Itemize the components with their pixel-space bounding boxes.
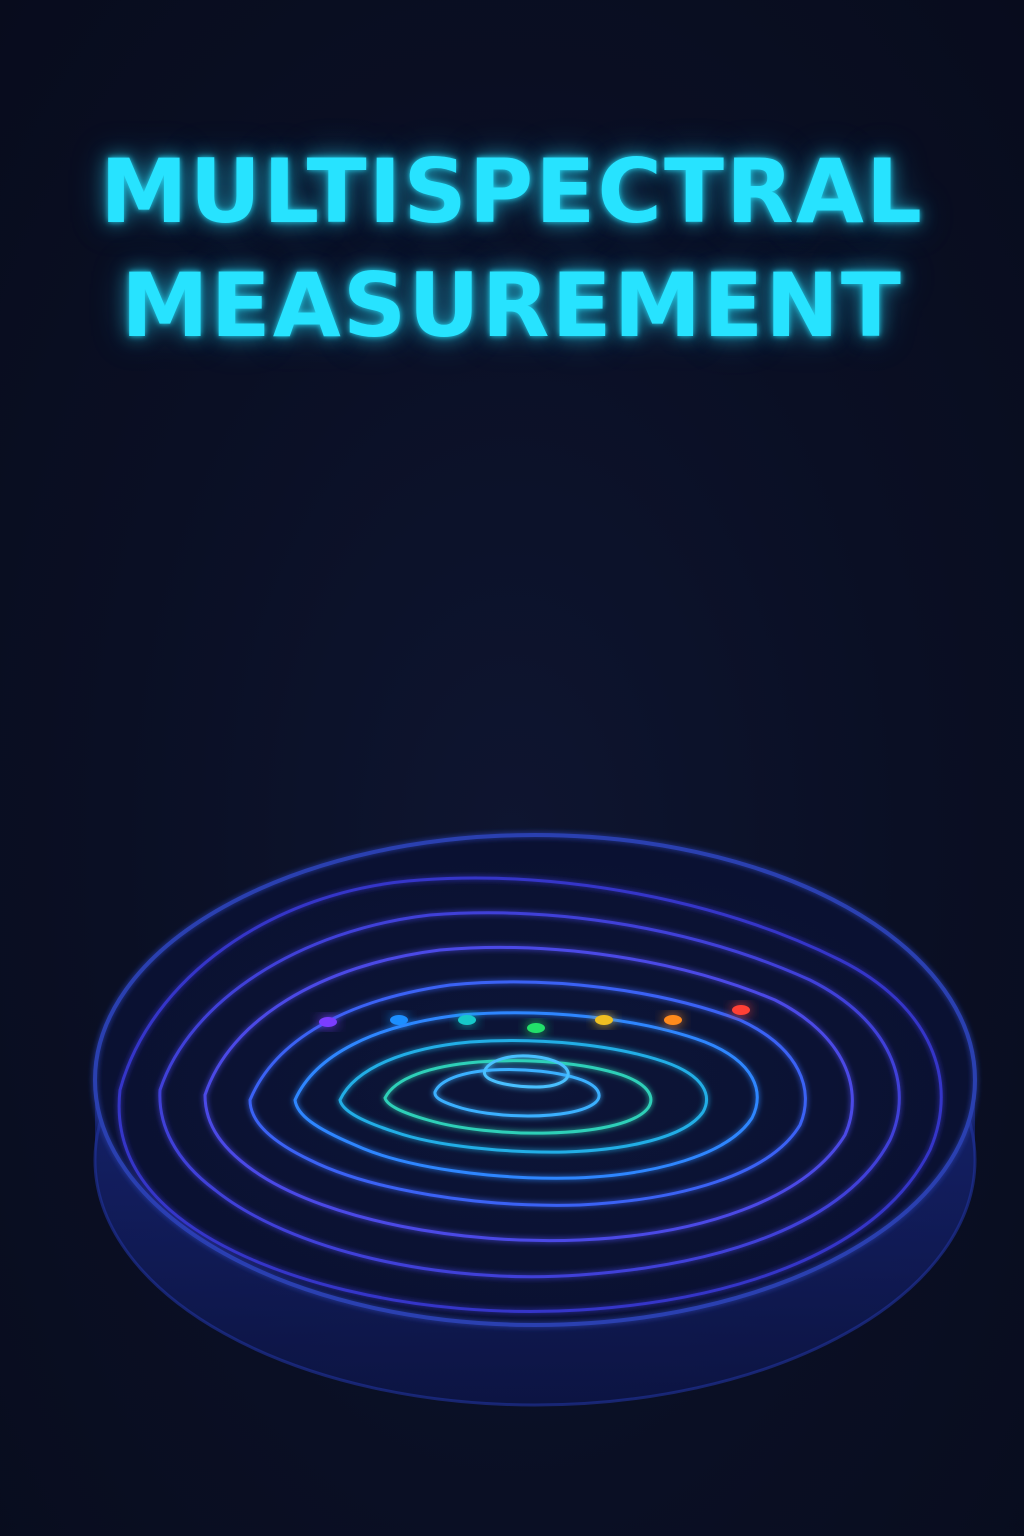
- beam-impact-spot: [319, 1017, 337, 1027]
- orange-beam: [664, 365, 682, 1025]
- yellow-beam: [595, 365, 613, 1025]
- beam-impact-spot: [595, 1015, 613, 1025]
- spectral-beams: [319, 365, 750, 1033]
- red-beam: [732, 365, 750, 1015]
- disk-side: [95, 1080, 975, 1405]
- title-line-2: MEASUREMENT: [121, 254, 903, 357]
- contour-line: [482, 1054, 570, 1089]
- beam-impact-spot: [390, 1015, 408, 1025]
- beam-impact-spot: [732, 1005, 750, 1015]
- title-line-1: MULTISPECTRAL: [100, 140, 924, 243]
- blue-beam: [390, 365, 408, 1025]
- beam-impact-spot: [527, 1023, 545, 1033]
- contour-line: [158, 911, 901, 1279]
- contour-line: [248, 980, 807, 1207]
- contour-line: [203, 945, 854, 1243]
- teal-beam: [458, 365, 476, 1025]
- beam-impact-spot: [664, 1015, 682, 1025]
- beam-impact-spot: [458, 1015, 476, 1025]
- violet-beam: [319, 365, 337, 1027]
- contour-line: [383, 1059, 653, 1135]
- contour-line: [338, 1039, 708, 1154]
- contour-line: [433, 1068, 601, 1118]
- contour-line: [293, 1011, 759, 1180]
- green-beam: [527, 365, 545, 1033]
